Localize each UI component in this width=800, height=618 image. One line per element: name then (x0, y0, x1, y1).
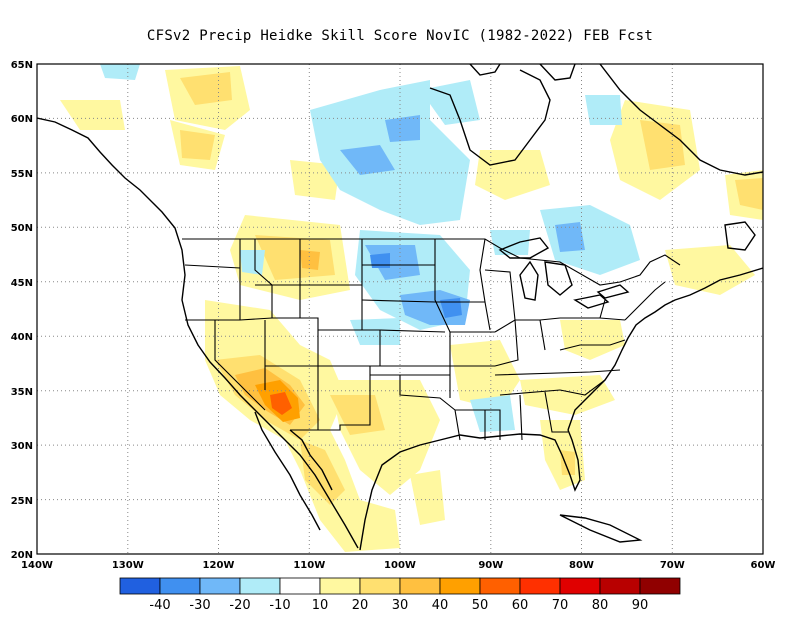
colorbar-swatch (279, 577, 321, 595)
colorbar-swatch (639, 577, 681, 595)
colorbar-label-40: 40 (432, 598, 449, 613)
lat-label-45n: 45N (11, 278, 33, 289)
lat-label-25n: 25N (11, 496, 33, 507)
lon-label-80w: 80W (569, 560, 594, 571)
lon-label-130w: 130W (112, 560, 144, 571)
colorbar-swatch (319, 577, 361, 595)
colorbar-swatch (199, 577, 241, 595)
lat-label-60n: 60N (11, 114, 33, 125)
lat-label-65n: 65N (11, 60, 33, 71)
lon-label-60w: 60W (751, 560, 776, 571)
lat-label-35n: 35N (11, 387, 33, 398)
graticule (37, 64, 763, 554)
lon-label-70w: 70W (660, 560, 685, 571)
colorbar-swatch (519, 577, 561, 595)
colorbar-label-neg10: -10 (269, 598, 290, 613)
lon-label-140w: 140W (21, 560, 53, 571)
colorbar-label-60: 60 (512, 598, 529, 613)
lon-label-100w: 100W (384, 560, 416, 571)
colorbar (119, 577, 681, 595)
colorbar-swatch (399, 577, 441, 595)
colorbar-swatch (559, 577, 601, 595)
colorbar-swatch (439, 577, 481, 595)
state-boundaries (182, 238, 681, 441)
colorbar-swatch (359, 577, 401, 595)
colorbar-label-10: 10 (312, 598, 329, 613)
colorbar-label-neg30: -30 (189, 598, 210, 613)
chart-title: CFSv2 Precip Heidke Skill Score NovIC (1… (146, 28, 654, 44)
lat-label-55n: 55N (11, 169, 33, 180)
coastlines (37, 64, 763, 551)
colorbar-swatch (119, 577, 161, 595)
colorbar-swatch (479, 577, 521, 595)
colorbar-label-80: 80 (592, 598, 609, 613)
colorbar-label-30: 30 (392, 598, 409, 613)
colorbar-label-neg40: -40 (149, 598, 170, 613)
lon-label-90w: 90W (478, 560, 503, 571)
map-frame (36, 63, 764, 555)
colorbar-swatch (599, 577, 641, 595)
colorbar-label-neg20: -20 (229, 598, 250, 613)
colorbar-label-90: 90 (632, 598, 649, 613)
colorbar-label-50: 50 (472, 598, 489, 613)
colorbar-swatch (239, 577, 281, 595)
lat-label-40n: 40N (11, 332, 33, 343)
colorbar-label-70: 70 (552, 598, 569, 613)
lat-label-50n: 50N (11, 223, 33, 234)
lon-label-120w: 120W (203, 560, 235, 571)
colorbar-swatch (159, 577, 201, 595)
lat-label-20n: 20N (11, 550, 33, 561)
lat-label-30n: 30N (11, 441, 33, 452)
skill-score-shading (60, 64, 763, 552)
lon-label-110w: 110W (293, 560, 325, 571)
colorbar-label-20: 20 (352, 598, 369, 613)
